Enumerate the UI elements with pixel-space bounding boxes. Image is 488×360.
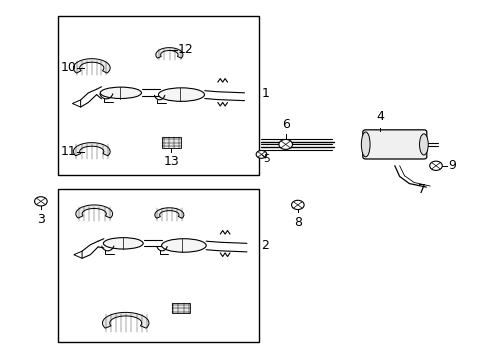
Text: 12: 12: [177, 43, 193, 56]
Bar: [58, 189, 259, 342]
Text: 1: 1: [261, 87, 269, 100]
Ellipse shape: [361, 132, 369, 157]
Text: 4: 4: [376, 110, 384, 123]
Bar: [58, 16, 259, 175]
Polygon shape: [73, 143, 110, 156]
Polygon shape: [155, 208, 183, 218]
Polygon shape: [156, 48, 183, 58]
Circle shape: [256, 150, 266, 158]
Text: 9: 9: [447, 159, 455, 172]
Polygon shape: [76, 205, 112, 218]
Ellipse shape: [100, 87, 141, 99]
Circle shape: [35, 197, 47, 206]
Circle shape: [291, 200, 304, 210]
FancyBboxPatch shape: [362, 130, 426, 159]
Text: 8: 8: [293, 216, 301, 229]
Bar: [171, 303, 190, 314]
Text: 2: 2: [261, 239, 269, 252]
Text: 11: 11: [60, 145, 76, 158]
Ellipse shape: [103, 238, 143, 249]
Text: 10: 10: [60, 62, 76, 75]
Ellipse shape: [419, 134, 427, 155]
Ellipse shape: [161, 239, 206, 252]
Ellipse shape: [158, 88, 204, 102]
Text: 13: 13: [163, 155, 179, 168]
Text: 6: 6: [281, 118, 289, 131]
Bar: [162, 137, 180, 148]
Text: 5: 5: [263, 154, 269, 165]
Polygon shape: [102, 312, 149, 328]
Text: 7: 7: [417, 184, 425, 197]
Text: 3: 3: [37, 213, 45, 226]
Polygon shape: [73, 59, 110, 73]
Circle shape: [429, 161, 442, 170]
Circle shape: [278, 139, 292, 149]
